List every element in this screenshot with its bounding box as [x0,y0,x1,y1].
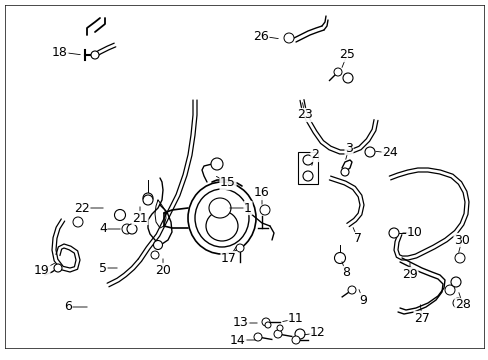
Circle shape [236,244,244,252]
Text: 15: 15 [220,176,235,189]
Text: 18: 18 [52,45,68,58]
Circle shape [210,158,223,170]
Text: 3: 3 [345,141,352,154]
Circle shape [253,333,262,341]
Circle shape [444,285,454,295]
Text: 28: 28 [454,298,470,311]
Ellipse shape [205,211,238,241]
Text: 4: 4 [99,222,107,235]
Circle shape [452,298,462,308]
Text: 11: 11 [287,312,303,325]
Text: 19: 19 [34,264,50,276]
Circle shape [264,322,270,328]
Circle shape [142,195,153,205]
Text: 24: 24 [381,147,397,159]
Circle shape [54,264,62,272]
Circle shape [291,336,299,344]
Text: 14: 14 [230,333,245,346]
Text: 9: 9 [358,293,366,306]
Circle shape [342,73,352,83]
Text: 5: 5 [99,261,107,274]
Circle shape [73,217,83,227]
Text: 1: 1 [244,202,251,215]
Circle shape [364,147,374,157]
Text: 17: 17 [221,252,237,265]
Circle shape [333,68,341,76]
Ellipse shape [208,198,230,218]
Circle shape [347,286,355,294]
Circle shape [303,155,312,165]
Ellipse shape [195,189,248,247]
Circle shape [260,205,269,215]
Text: 13: 13 [233,316,248,329]
Text: 26: 26 [253,30,268,42]
Text: 20: 20 [155,264,171,276]
Circle shape [334,252,345,264]
Ellipse shape [187,182,256,254]
Circle shape [303,171,312,181]
Text: 2: 2 [310,148,318,162]
Circle shape [142,193,153,203]
Circle shape [91,51,99,59]
Text: 25: 25 [338,49,354,62]
Text: 30: 30 [453,234,469,247]
Bar [297,152,317,184]
Text: 21: 21 [132,211,147,225]
Circle shape [450,277,460,287]
Circle shape [340,168,348,176]
Circle shape [151,251,159,259]
Circle shape [388,228,398,238]
Circle shape [276,325,283,331]
Text: 22: 22 [74,202,90,215]
Circle shape [262,318,269,326]
Text: 29: 29 [401,267,417,280]
Text: 10: 10 [406,226,422,239]
Circle shape [284,33,293,43]
Circle shape [122,224,132,234]
Circle shape [114,210,125,220]
Text: 6: 6 [64,301,72,314]
Circle shape [273,330,282,338]
Text: 23: 23 [297,108,312,122]
Text: 7: 7 [353,233,361,246]
Text: 27: 27 [413,311,429,324]
Circle shape [454,253,464,263]
Text: 16: 16 [254,186,269,199]
Text: 12: 12 [309,327,325,339]
Circle shape [294,329,305,339]
Circle shape [127,224,137,234]
Text: 8: 8 [341,266,349,279]
Circle shape [153,240,162,249]
